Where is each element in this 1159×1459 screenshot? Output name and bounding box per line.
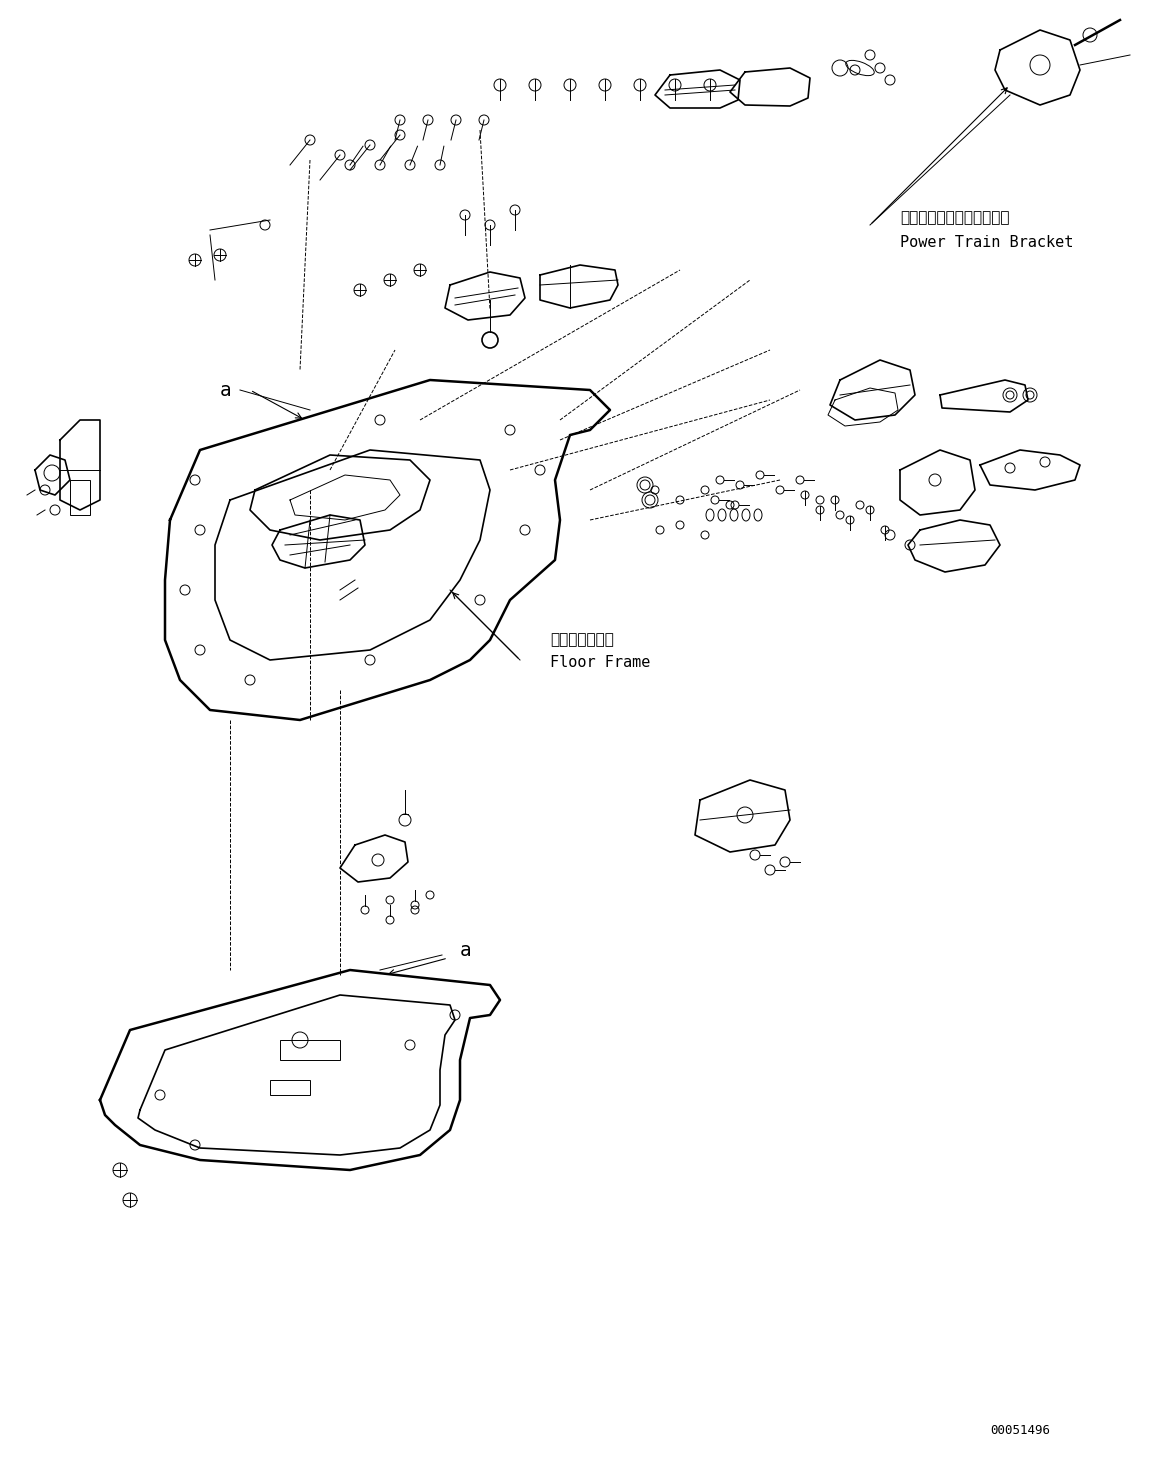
Text: a: a bbox=[220, 381, 232, 400]
Text: パワートレインブラケット: パワートレインブラケット bbox=[901, 210, 1009, 226]
Bar bbox=[70, 480, 90, 515]
Bar bbox=[280, 1040, 340, 1061]
Text: a: a bbox=[460, 941, 472, 960]
Text: Power Train Bracket: Power Train Bracket bbox=[901, 235, 1073, 249]
Text: 00051496: 00051496 bbox=[990, 1424, 1050, 1437]
Bar bbox=[270, 1080, 309, 1096]
Text: フロアフレーム: フロアフレーム bbox=[551, 633, 614, 648]
Text: Floor Frame: Floor Frame bbox=[551, 655, 650, 670]
